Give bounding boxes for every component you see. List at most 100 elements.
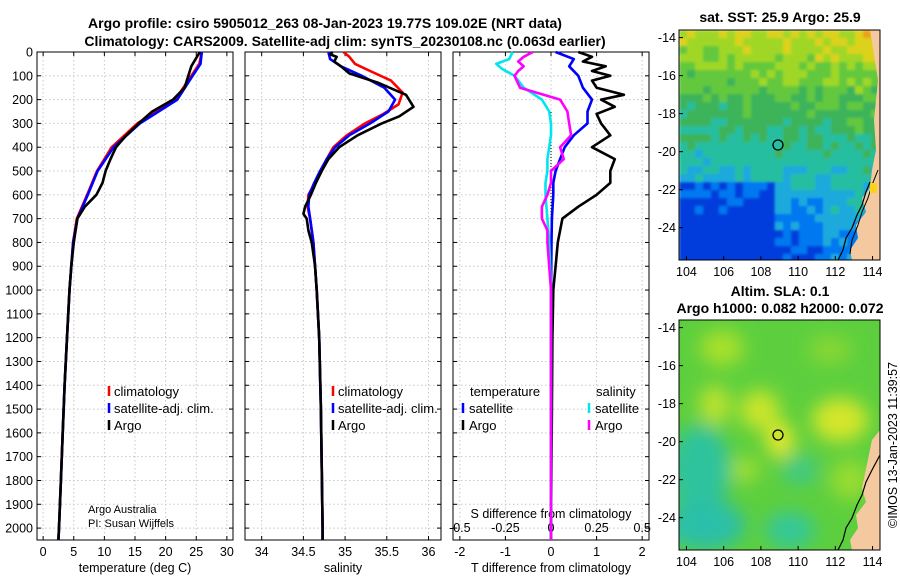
sst-cell	[767, 198, 776, 207]
sst-cell	[783, 110, 792, 119]
warm-spot	[870, 183, 877, 193]
sla-coastline	[837, 454, 880, 550]
sst-cell	[759, 238, 768, 247]
series-argo	[302, 51, 415, 540]
sst-cell	[847, 110, 856, 119]
sst-cell	[783, 62, 792, 71]
sst-cell	[687, 190, 696, 199]
sst-cell	[679, 94, 688, 103]
sst-cell	[783, 246, 792, 255]
sst-cell	[775, 54, 784, 63]
sst-cell	[751, 158, 760, 167]
series-climatology	[57, 51, 204, 541]
sst-cell	[831, 190, 840, 199]
sst-cell	[839, 38, 848, 47]
sst-cell	[719, 150, 728, 159]
sst-cell	[767, 110, 776, 119]
sst-cell	[719, 102, 728, 111]
sst-cell	[847, 150, 856, 159]
map-y-label: -22	[658, 473, 676, 487]
legend-group-title: temperature	[470, 384, 540, 399]
sst-cell	[815, 198, 824, 207]
sst-cell	[759, 54, 768, 63]
sst-cell	[743, 254, 752, 260]
sst-cell	[711, 230, 720, 239]
sst-cell	[703, 46, 712, 55]
map-y-label: -22	[658, 183, 676, 197]
sst-cell	[703, 174, 712, 183]
sst-cell	[743, 222, 752, 231]
x-tick-label: 25	[189, 545, 203, 559]
sst-cell	[839, 230, 848, 239]
sst-cell	[823, 158, 832, 167]
sst-cell	[775, 190, 784, 199]
sst-cell	[775, 246, 784, 255]
sst-cell	[807, 46, 816, 55]
sst-cell	[807, 110, 816, 119]
legend-label: Argo	[595, 418, 622, 433]
sst-cell	[695, 238, 704, 247]
sst-axes: 104 106 108 110 112 114 -14 -16 -18 -20 -22 -24	[658, 31, 883, 279]
sst-cell	[775, 222, 784, 231]
sst-cell	[831, 46, 840, 55]
sst-cell	[839, 78, 848, 87]
sst-cell	[839, 182, 848, 191]
sst-cell	[799, 190, 808, 199]
sst-cell	[767, 78, 776, 87]
sst-cell	[799, 78, 808, 87]
sst-cell	[687, 246, 696, 255]
sst-cell	[695, 230, 704, 239]
series-temperature-satellite	[549, 50, 594, 540]
sst-cell	[775, 118, 784, 127]
sst-cell	[751, 134, 760, 143]
sst-cell	[711, 94, 720, 103]
sst-cell	[703, 190, 712, 199]
sst-cell	[679, 190, 688, 199]
sst-cell	[703, 126, 712, 135]
sst-cell	[711, 190, 720, 199]
top-tick-label: -0.5	[449, 521, 471, 535]
sst-cell	[831, 38, 840, 47]
y-tick-label: 800	[12, 236, 33, 250]
sst-cell	[679, 206, 688, 215]
sst-cell	[743, 182, 752, 191]
legend-label: Argo	[338, 418, 365, 433]
x-tick-label: 20	[159, 545, 173, 559]
sst-cell	[863, 54, 872, 63]
y-tick-label: 1400	[5, 379, 33, 393]
sst-cell	[743, 46, 752, 55]
sst-cell	[751, 38, 760, 47]
series-argo	[57, 51, 202, 541]
sst-cell	[791, 46, 800, 55]
sst-cell	[751, 166, 760, 175]
sst-cell	[847, 86, 856, 95]
sst-cell	[743, 214, 752, 223]
sst-cell	[831, 62, 840, 71]
sst-cell	[791, 86, 800, 95]
sst-cell	[799, 174, 808, 183]
map-y-label: -24	[658, 221, 676, 235]
y-tick-label: 0	[26, 46, 33, 60]
sst-cell	[823, 254, 832, 260]
top-tick-label: -0.25	[491, 521, 520, 535]
sst-cell	[743, 86, 752, 95]
sst-cell	[687, 158, 696, 167]
sst-cell	[823, 134, 832, 143]
sst-cell	[679, 110, 688, 119]
sst-cell	[695, 158, 704, 167]
sst-cell	[759, 86, 768, 95]
sst-cell	[727, 246, 736, 255]
y-tick-label: 1900	[5, 498, 33, 512]
y-tick-label: 900	[12, 260, 33, 274]
sst-cell	[743, 174, 752, 183]
sst-cell	[767, 254, 776, 260]
sst-cell	[815, 54, 824, 63]
sst-cell	[783, 182, 792, 191]
sst-cell	[791, 254, 800, 260]
sst-cell	[727, 86, 736, 95]
sst-cell	[759, 70, 768, 79]
map-x-label: 108	[750, 265, 771, 279]
sst-cell	[711, 110, 720, 119]
sst-cell	[847, 142, 856, 151]
sst-cell	[799, 102, 808, 111]
